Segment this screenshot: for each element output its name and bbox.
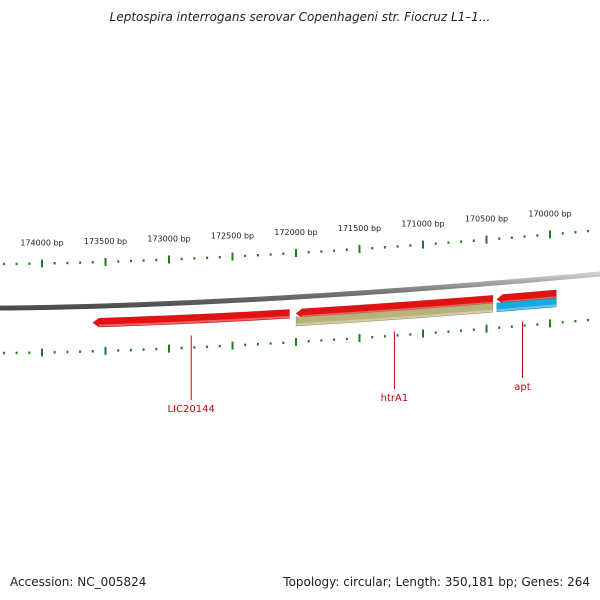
gene-highlight (496, 304, 557, 312)
tick-label: 173000 bp (147, 235, 190, 244)
genome-backbone (0, 271, 600, 311)
gene-highlight (98, 315, 290, 327)
summary-label: Topology: circular; Length: 350,181 bp; … (283, 575, 590, 589)
gene-track (92, 289, 557, 328)
gene-htrA1[interactable] (295, 302, 494, 327)
tick-label: 171500 bp (338, 224, 381, 233)
gene-label: htrA1 (381, 393, 409, 404)
map-title: Leptospira interrogans serovar Copenhage… (109, 10, 491, 24)
tick-label: 170500 bp (465, 215, 508, 224)
tick-label: 173500 bp (84, 237, 127, 246)
gene-apt[interactable] (496, 297, 557, 313)
inner-tick-track (2, 318, 590, 357)
gene-arrow[interactable] (92, 309, 290, 328)
tick-label: 170000 bp (528, 209, 571, 218)
outer-tick-track (2, 229, 590, 268)
gene-arrow[interactable] (496, 297, 557, 313)
tick-label: 172500 bp (211, 232, 254, 241)
accession-label: Accession: NC_005824 (10, 575, 147, 589)
tick-label-group: 174000 bp 173500 bp 173000 bp 172500 bp 1720… (20, 209, 571, 247)
gene-LIC20144[interactable] (92, 309, 290, 328)
tick-label: 172000 bp (274, 228, 317, 237)
gene-highlight (502, 296, 557, 303)
gene-arrow[interactable] (295, 302, 494, 327)
tick-label: 171000 bp (401, 220, 444, 229)
tick-label: 174000 bp (20, 239, 63, 248)
gene-highlight (301, 301, 493, 318)
gene-highlight (295, 309, 493, 326)
gene-label-group: LIC20144 htrA1 apt (168, 321, 531, 415)
gene-label: apt (514, 382, 530, 393)
gene-label: LIC20144 (168, 404, 215, 415)
